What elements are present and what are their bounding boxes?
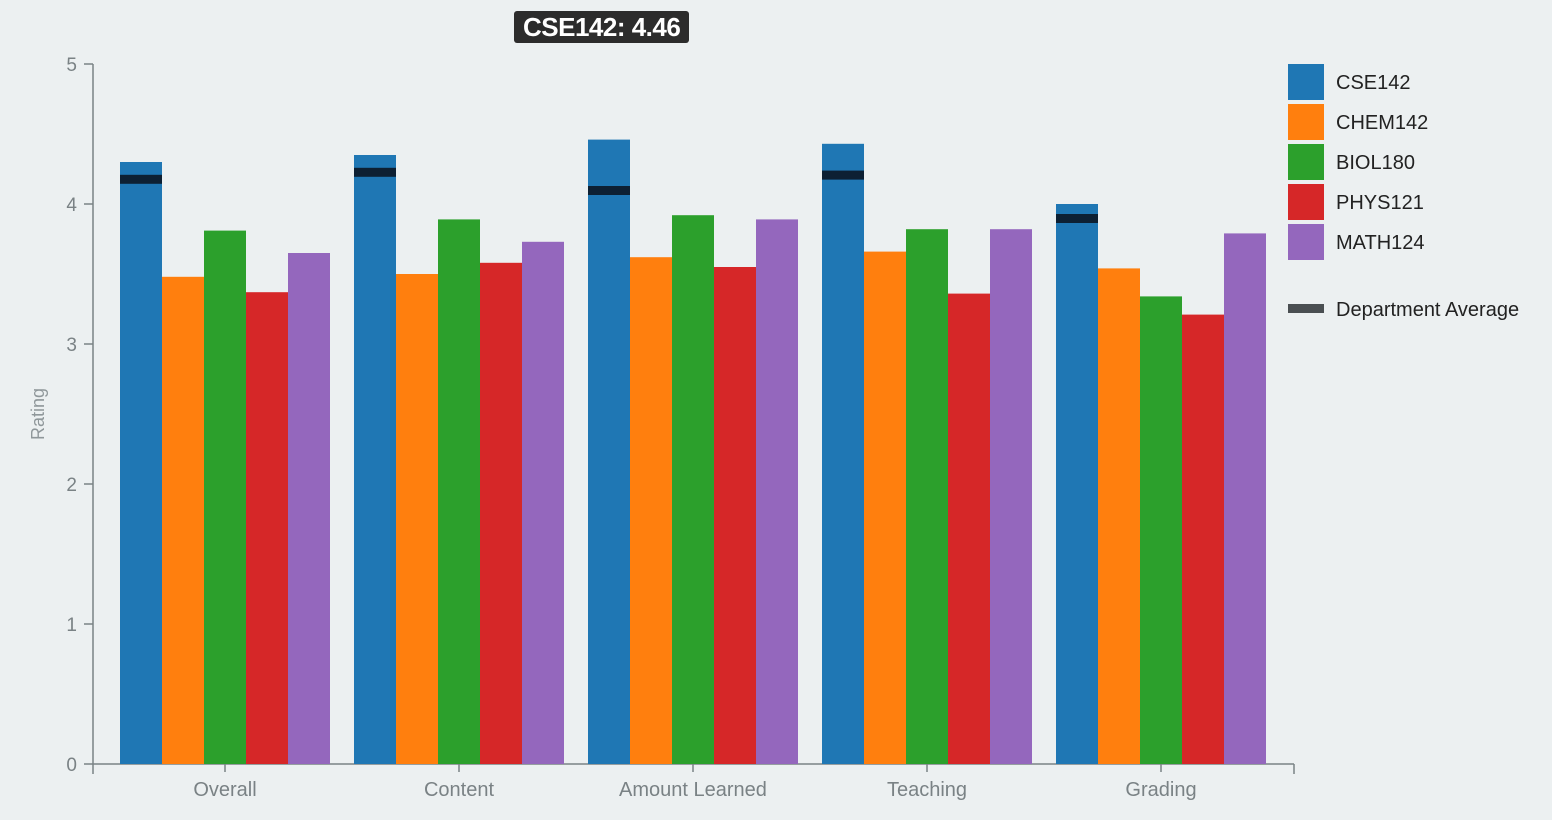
bar-phys121-teaching[interactable]: [948, 293, 990, 764]
y-tick-label: 4: [66, 195, 77, 216]
legend-label: CHEM142: [1336, 112, 1428, 134]
bar-cse142-overall[interactable]: [120, 162, 162, 764]
bar-phys121-amount-learned[interactable]: [714, 267, 756, 764]
legend-swatch-chem142: [1288, 104, 1324, 140]
x-tick-label: Overall: [193, 779, 256, 801]
department-average-marker: [1056, 214, 1098, 223]
x-tick-label: Content: [424, 779, 494, 801]
y-tick-label: 2: [66, 475, 77, 496]
bar-tooltip: CSE142: 4.46: [514, 11, 690, 43]
bars: [120, 139, 1266, 765]
y-axis-title: Rating: [28, 388, 48, 440]
y-axis: 0 1 2 3 4 5: [66, 55, 94, 776]
bar-math124-amount-learned[interactable]: [756, 219, 798, 764]
bar-chem142-content[interactable]: [396, 274, 438, 764]
y-tick-label: 0: [66, 755, 77, 776]
department-average-marker: [588, 186, 630, 195]
legend-swatch-cse142: [1288, 64, 1324, 100]
x-tick-label: Amount Learned: [619, 779, 767, 801]
department-average-marker: [120, 174, 162, 184]
legend-swatch-math124: [1288, 224, 1324, 260]
department-average-marker: [822, 170, 864, 180]
bar-chem142-teaching[interactable]: [864, 251, 906, 765]
y-tick-label: 1: [66, 615, 77, 636]
legend-label-department-average: Department Average: [1336, 299, 1519, 321]
bar-cse142-amount-learned[interactable]: [588, 139, 630, 765]
bar-biol180-grading[interactable]: [1140, 296, 1182, 764]
bar-biol180-teaching[interactable]: [906, 229, 948, 764]
legend-label: MATH124: [1336, 232, 1425, 254]
bar-cse142-grading[interactable]: [1056, 204, 1098, 764]
bar-math124-teaching[interactable]: [990, 229, 1032, 764]
bar-math124-grading[interactable]: [1224, 233, 1266, 764]
legend: CSE142 CHEM142 BIOL180 PHYS121 MATH124 Depart…: [1288, 64, 1519, 321]
legend-swatch-department-average: [1288, 304, 1324, 313]
bar-biol180-content[interactable]: [438, 219, 480, 764]
bar-phys121-overall[interactable]: [246, 292, 288, 764]
bar-chem142-amount-learned[interactable]: [630, 257, 672, 764]
x-axis: Overall Content Amount Learned Teaching Grad…: [92, 763, 1295, 801]
legend-label: CSE142: [1336, 72, 1411, 94]
x-tick-label: Grading: [1125, 779, 1196, 801]
legend-swatch-biol180: [1288, 144, 1324, 180]
legend-label: BIOL180: [1336, 152, 1415, 174]
y-tick-label: 3: [66, 335, 77, 356]
bar-cse142-teaching[interactable]: [822, 143, 864, 765]
department-average-markers: [120, 167, 1098, 223]
department-average-marker: [354, 167, 396, 177]
legend-label: PHYS121: [1336, 192, 1424, 214]
bar-math124-content[interactable]: [522, 241, 564, 765]
bar-biol180-overall[interactable]: [204, 230, 246, 765]
bar-chem142-overall[interactable]: [162, 276, 204, 764]
bar-math124-overall[interactable]: [288, 253, 330, 764]
x-tick-label: Teaching: [887, 779, 967, 801]
bar-phys121-content[interactable]: [480, 262, 522, 764]
bar-cse142-content[interactable]: [354, 155, 396, 764]
bar-chem142-grading[interactable]: [1098, 268, 1140, 764]
bar-phys121-grading[interactable]: [1182, 314, 1224, 764]
y-tick-label: 5: [66, 55, 77, 76]
legend-swatch-phys121: [1288, 184, 1324, 220]
bar-biol180-amount-learned[interactable]: [672, 215, 714, 764]
